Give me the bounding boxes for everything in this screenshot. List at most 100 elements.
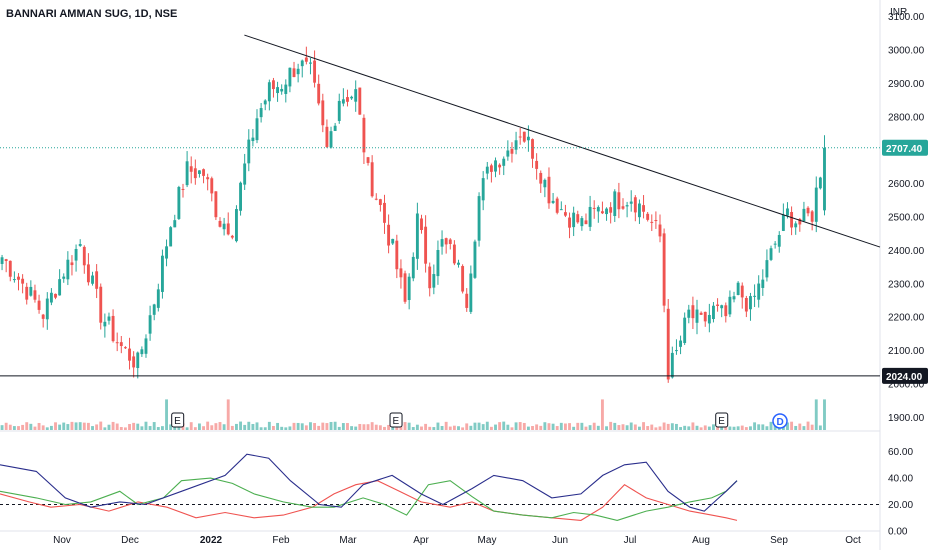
candle-body	[588, 206, 592, 227]
candle	[91, 271, 94, 286]
candle	[74, 244, 78, 272]
candle-body	[424, 226, 428, 264]
candle-body	[662, 233, 666, 306]
candle-body	[78, 244, 82, 246]
candle-body	[720, 305, 724, 309]
volume-bar	[707, 426, 711, 430]
volume-bar	[206, 421, 210, 430]
candle	[329, 126, 333, 149]
candle	[592, 200, 596, 219]
candle-body	[580, 218, 584, 227]
candle-body	[177, 187, 181, 219]
volume-bar	[790, 421, 794, 430]
candle	[95, 264, 99, 299]
candle	[395, 234, 399, 279]
candle	[173, 214, 177, 228]
volume-bar	[156, 427, 160, 430]
volume-bar	[272, 425, 275, 430]
candle	[128, 337, 131, 370]
volume-bar	[444, 421, 448, 430]
candle	[662, 228, 666, 313]
candle-body	[514, 140, 518, 150]
candle-body	[518, 136, 522, 138]
volume-bar	[235, 423, 238, 430]
candle	[346, 89, 349, 107]
volume-bar	[424, 423, 428, 430]
volume-bar	[576, 422, 580, 430]
time-tick-label: Feb	[272, 535, 290, 546]
candle	[699, 311, 703, 315]
candle	[477, 192, 481, 247]
candle-body	[181, 188, 185, 190]
candle	[218, 217, 222, 228]
candle	[420, 214, 423, 234]
candle-body	[378, 199, 382, 205]
dividend-marker: D	[772, 413, 788, 429]
candle-body	[0, 257, 4, 264]
candle-body	[346, 97, 349, 102]
candle	[518, 128, 522, 145]
candle	[551, 192, 555, 205]
candle-body	[263, 100, 267, 105]
candle	[563, 204, 567, 218]
volume-bar	[605, 426, 608, 430]
volume-bar	[814, 399, 818, 430]
candle	[703, 311, 707, 327]
volume-bar	[185, 427, 189, 430]
indicator-tick-label: 20.00	[888, 500, 913, 511]
candle-body	[543, 179, 547, 188]
candle	[222, 217, 226, 236]
candle-body	[749, 296, 752, 310]
candle-body	[198, 170, 201, 174]
candle-body	[823, 147, 826, 211]
volume-bar	[292, 422, 296, 430]
earnings-box	[171, 412, 185, 428]
candle	[341, 88, 345, 107]
candle-body	[8, 260, 12, 277]
candle-body	[469, 273, 473, 312]
candle-body	[41, 314, 45, 319]
candle-body	[235, 209, 238, 242]
volume-bar	[806, 421, 810, 430]
volume-bar	[387, 424, 391, 430]
candle-body	[374, 198, 378, 200]
volume-bar	[70, 421, 74, 430]
candle-body	[724, 305, 728, 317]
volume-bar	[728, 426, 732, 430]
volume-bar	[518, 422, 522, 430]
candle-body	[115, 342, 119, 344]
candle	[255, 109, 259, 144]
candle-body	[107, 316, 111, 321]
time-tick-label: May	[478, 535, 497, 546]
candle-body	[654, 220, 658, 222]
candle-body	[744, 297, 748, 312]
volume-bar	[559, 422, 563, 430]
candle	[469, 265, 473, 314]
candle-body	[563, 212, 567, 216]
candle-body	[243, 163, 247, 185]
candle	[296, 63, 300, 83]
candle	[189, 156, 193, 184]
volume-bar	[551, 423, 555, 430]
candle	[773, 241, 777, 249]
volume-bar	[144, 421, 148, 430]
candle	[769, 245, 773, 262]
volume-bar	[469, 425, 473, 430]
dividend-circle	[772, 413, 788, 429]
candle-body	[230, 235, 234, 238]
candle-body	[37, 300, 41, 310]
volume-bar	[617, 425, 621, 430]
volume-bar	[214, 423, 218, 430]
candle-body	[325, 126, 329, 147]
volume-bar	[498, 422, 502, 430]
candle	[436, 240, 440, 285]
candle-body	[341, 99, 345, 104]
candle	[239, 181, 242, 216]
volume-bar	[202, 426, 205, 430]
candle-body	[313, 60, 317, 83]
volume-bar	[502, 421, 506, 430]
volume-bar	[58, 424, 62, 430]
candle	[794, 221, 798, 235]
volume-bar	[465, 423, 469, 430]
